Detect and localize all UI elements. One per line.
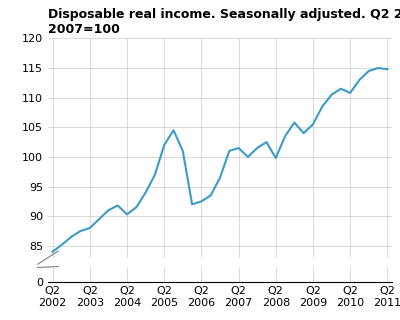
Text: Disposable real income. Seasonally adjusted. Q2 2002-Q2 2011.
2007=100: Disposable real income. Seasonally adjus…	[48, 8, 400, 36]
